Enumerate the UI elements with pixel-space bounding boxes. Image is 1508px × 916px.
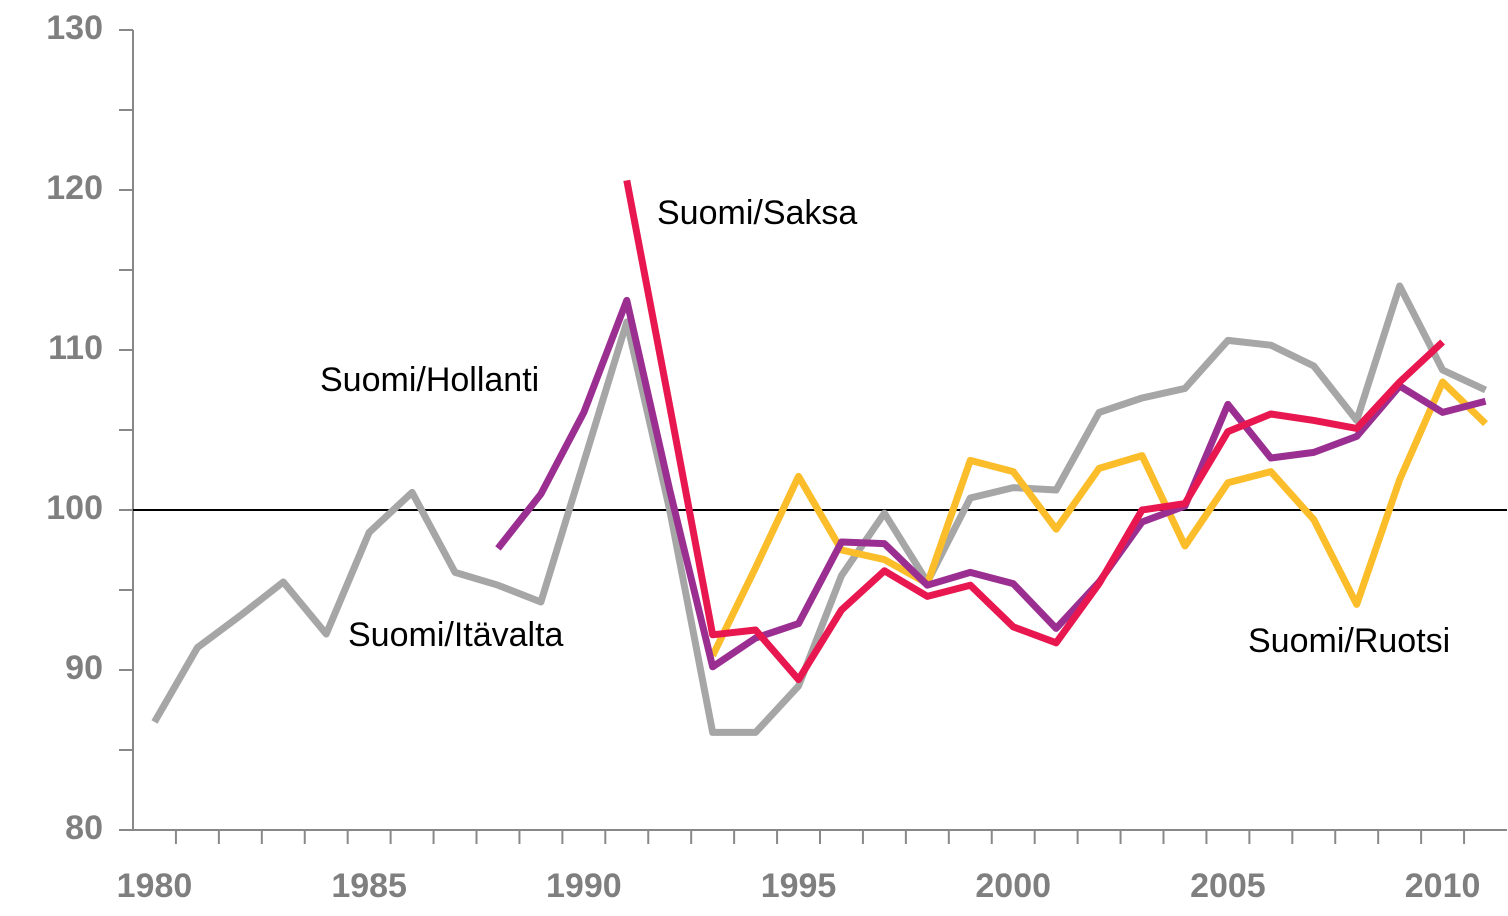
series-label: Suomi/Saksa bbox=[657, 194, 857, 232]
y-tick-label: 90 bbox=[65, 649, 103, 687]
x-tick-label: 2005 bbox=[1190, 867, 1266, 905]
y-tick-label: 110 bbox=[48, 329, 103, 367]
y-tick-label: 80 bbox=[65, 809, 103, 847]
series-line bbox=[623, 179, 1445, 684]
y-tick-label: 120 bbox=[46, 169, 103, 207]
y-tick-label: 130 bbox=[46, 9, 103, 47]
x-tick-label: 2000 bbox=[975, 867, 1051, 905]
x-tick-label: 1990 bbox=[546, 867, 622, 905]
series-line bbox=[495, 296, 1487, 671]
x-tick-label: 1995 bbox=[761, 867, 837, 905]
series-label: Suomi/Itävalta bbox=[348, 616, 564, 654]
x-tick-label: 1985 bbox=[331, 867, 407, 905]
series-line bbox=[151, 282, 1488, 736]
series-label: Suomi/Hollanti bbox=[320, 361, 539, 399]
x-tick-label: 1980 bbox=[117, 867, 193, 905]
series-line bbox=[709, 378, 1488, 658]
x-tick-label: 2010 bbox=[1405, 867, 1481, 905]
y-tick-label: 100 bbox=[46, 489, 103, 527]
series-label: Suomi/Ruotsi bbox=[1248, 622, 1450, 660]
